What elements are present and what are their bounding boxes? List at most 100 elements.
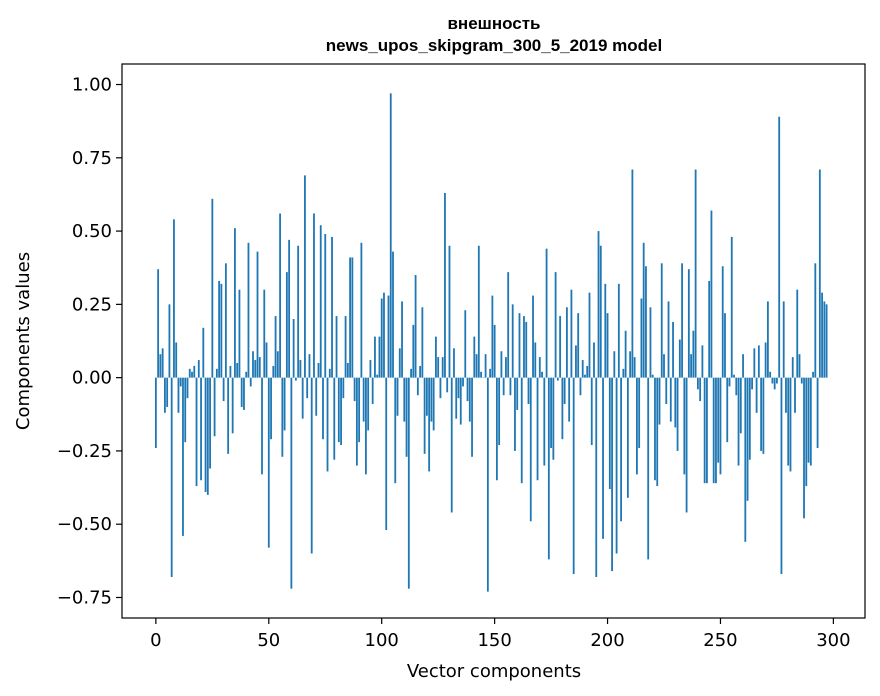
bar-124: [435, 336, 437, 378]
bar-272: [769, 371, 772, 378]
bar-51: [270, 377, 272, 440]
bar-169: [536, 377, 539, 481]
bar-46: [258, 357, 261, 378]
bar-260: [742, 354, 744, 378]
bar-157: [509, 377, 512, 396]
bar-248: [715, 377, 717, 484]
bar-198: [602, 377, 604, 539]
bar-71: [315, 377, 318, 416]
bar-89: [355, 377, 358, 466]
bar-153: [500, 351, 503, 378]
bar-9: [175, 342, 178, 378]
bar-106: [394, 377, 397, 484]
bar-2: [159, 354, 162, 378]
bar-193: [590, 377, 593, 446]
bar-183: [568, 377, 571, 422]
bar-205: [617, 283, 620, 378]
bar-92: [362, 377, 365, 422]
bar-216: [642, 242, 645, 378]
bar-72: [317, 362, 320, 378]
bar-292: [814, 263, 817, 378]
y-tick-label: −0.75: [57, 587, 112, 608]
bar-40: [245, 371, 248, 378]
bar-237: [690, 354, 693, 378]
bar-134: [457, 377, 460, 399]
bar-149: [491, 295, 494, 378]
bar-100: [380, 298, 383, 378]
bar-55: [279, 213, 281, 378]
bar-196: [597, 231, 600, 378]
x-tick-label: 50: [257, 630, 280, 651]
bar-189: [581, 360, 584, 378]
bar-267: [757, 345, 760, 378]
bar-246: [710, 210, 713, 378]
bar-226: [665, 377, 668, 405]
bar-5: [166, 377, 169, 407]
bar-166: [529, 377, 532, 522]
bar-88: [353, 377, 356, 402]
bar-162: [520, 377, 523, 484]
bar-38: [240, 377, 243, 407]
bar-73: [319, 225, 322, 378]
bar-289: [807, 377, 810, 463]
bar-201: [608, 377, 611, 490]
bar-45: [256, 251, 259, 378]
bar-133: [455, 377, 458, 419]
bar-58: [285, 272, 288, 378]
bar-80: [335, 316, 338, 378]
y-axis-label: Components values: [13, 252, 34, 430]
bar-25: [211, 198, 214, 378]
bar-212: [633, 357, 636, 378]
bar-279: [785, 377, 787, 413]
bar-191: [586, 365, 589, 378]
bar-86: [349, 257, 351, 378]
bars-group: [154, 93, 828, 592]
bar-41: [247, 242, 250, 378]
bar-285: [798, 354, 801, 378]
bar-262: [746, 377, 749, 501]
bar-164: [525, 321, 528, 378]
bar-195: [595, 377, 598, 577]
bar-160: [516, 377, 519, 410]
bar-256: [733, 374, 735, 378]
bar-286: [800, 377, 803, 384]
bar-151: [495, 377, 498, 481]
bar-221: [654, 377, 656, 481]
bar-90: [358, 377, 361, 443]
bar-119: [423, 377, 426, 454]
bar-103: [387, 295, 390, 378]
bar-254: [728, 377, 731, 387]
bar-111: [405, 377, 408, 457]
bar-250: [719, 377, 722, 475]
bar-121: [428, 377, 431, 472]
bar-266: [755, 377, 758, 413]
bar-165: [527, 377, 530, 405]
bar-269: [762, 377, 765, 454]
bar-142: [475, 354, 478, 378]
bar-83: [342, 377, 345, 399]
bar-1: [157, 269, 160, 378]
bar-116: [416, 377, 419, 396]
bar-62: [294, 377, 297, 381]
y-axis-ticks: −0.75 −0.50 −0.25 0.00 0.25 0.50 0.75 1.00: [57, 75, 122, 608]
bar-35: [234, 228, 236, 378]
bar-235: [685, 377, 688, 513]
bar-218: [647, 377, 650, 560]
bar-141: [473, 336, 476, 378]
bar-281: [789, 377, 792, 472]
bar-66: [304, 175, 306, 378]
bar-49: [265, 342, 268, 378]
bar-4: [164, 377, 166, 413]
bar-26: [213, 377, 216, 437]
bar-24: [209, 377, 211, 469]
bar-70: [313, 213, 315, 378]
bar-98: [376, 374, 379, 378]
bar-213: [636, 377, 638, 475]
bar-68: [308, 354, 311, 378]
bar-81: [337, 377, 340, 443]
bar-107: [396, 377, 399, 416]
bar-284: [796, 289, 799, 378]
bar-239: [694, 169, 697, 378]
y-tick-label: −0.50: [57, 514, 112, 535]
